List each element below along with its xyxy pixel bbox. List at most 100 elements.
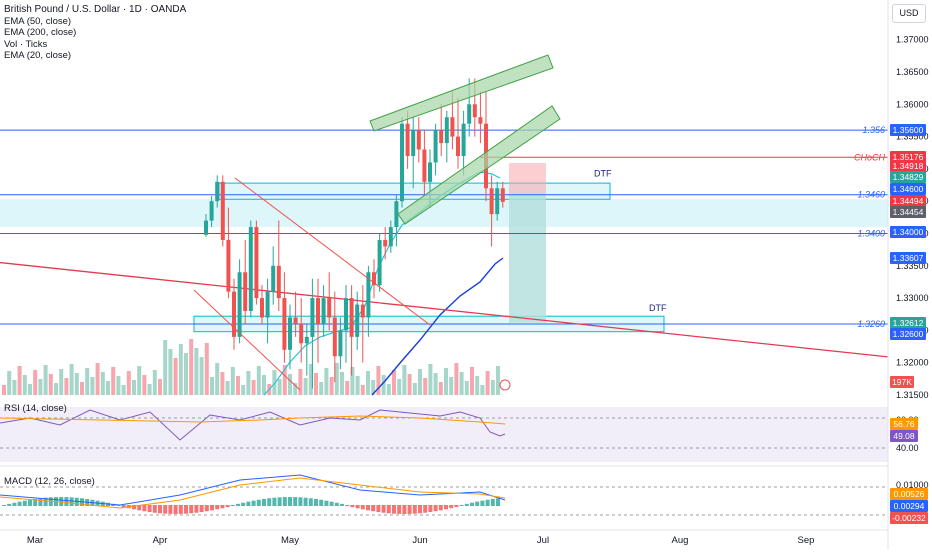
currency-button[interactable]: USD <box>892 4 926 23</box>
candle-body <box>383 239 388 247</box>
volume-bar <box>178 344 183 395</box>
zone-label-dtf-lower: DTF <box>649 303 667 313</box>
candle-body <box>338 330 343 357</box>
indicator-ema-200[interactable]: EMA (200, close) <box>4 27 77 38</box>
volume-bar <box>350 367 355 395</box>
volume-bar <box>163 340 168 395</box>
candle-body <box>360 304 365 318</box>
macd-histogram-bar <box>334 502 339 506</box>
price-badge-text: 1.34000 <box>893 227 924 237</box>
candle-body <box>461 123 466 156</box>
macd-histogram-bar <box>464 503 469 506</box>
symbol-title[interactable]: British Pound / U.S. Dollar · 1D · OANDA <box>4 4 187 15</box>
trend-line-red <box>0 261 889 358</box>
volume-bar <box>282 365 287 395</box>
volume-bar <box>381 375 386 395</box>
candle-body <box>456 136 460 156</box>
macd-histogram-bar <box>496 498 500 506</box>
volume-bar <box>288 374 292 395</box>
macd-histogram-bar <box>366 505 370 511</box>
volume-bar <box>386 384 391 395</box>
macd-histogram-bar <box>189 505 194 514</box>
price-badge <box>890 206 926 218</box>
volume-bar <box>490 380 495 395</box>
candle-body <box>428 162 432 182</box>
volume-bar <box>152 370 157 395</box>
macd-histogram-bar <box>423 505 428 513</box>
candle-body <box>271 265 276 292</box>
candle-body <box>248 227 253 312</box>
macd-histogram-bar <box>428 505 433 513</box>
price-badge <box>890 195 926 207</box>
price-badge-text: 1.32612 <box>893 318 924 328</box>
macd-histogram-bar <box>199 505 204 513</box>
price-badge <box>890 317 926 329</box>
volume-bar <box>54 383 58 395</box>
macd-histogram-bar <box>272 497 277 506</box>
volume-bar <box>48 374 53 395</box>
candle-body <box>411 130 416 156</box>
macd-histogram-bar <box>402 505 407 514</box>
macd-histogram-bar <box>490 498 495 506</box>
candle-body <box>321 298 326 324</box>
price-line-label: 1.3460 <box>857 190 885 200</box>
volume-bar <box>246 371 251 395</box>
rsi-badge <box>890 418 918 430</box>
price-badge <box>890 226 926 238</box>
volume-bar <box>397 379 402 395</box>
volume-bar <box>293 383 298 395</box>
rsi-label[interactable]: RSI (14, close) <box>4 403 67 414</box>
macd-histogram-bar <box>28 499 32 506</box>
x-tick-label: Jun <box>412 535 427 546</box>
y-tick-label: 1.36500 <box>896 67 929 77</box>
volume-bar <box>69 364 74 395</box>
volume-bar <box>251 380 256 395</box>
volume-bar <box>423 378 428 395</box>
macd-histogram-bar <box>147 505 152 513</box>
position-target-zone <box>509 194 546 323</box>
candle-body <box>500 188 505 202</box>
candle-body <box>433 130 438 163</box>
candle-body <box>489 188 494 215</box>
diagonal-line <box>193 289 301 391</box>
candle-body <box>327 298 332 318</box>
volume-bar <box>319 382 324 395</box>
macd-histogram-bar <box>355 505 360 509</box>
macd-histogram-bar <box>69 497 74 506</box>
macd-histogram-bar <box>184 505 188 514</box>
candle-body <box>344 298 348 331</box>
macd-histogram-bar <box>449 505 454 509</box>
macd-histogram-bar <box>137 505 142 511</box>
y-tick-label: 1.33000 <box>896 293 929 303</box>
volume-bar <box>90 377 95 395</box>
candles-layer <box>204 78 505 389</box>
macd-label[interactable]: MACD (12, 26, close) <box>4 476 95 487</box>
macd-histogram-bar <box>293 497 298 506</box>
macd-histogram-bar <box>204 505 209 512</box>
macd-histogram-bar <box>38 498 43 506</box>
indicator-volume[interactable]: Vol · Ticks <box>4 38 48 50</box>
candle-body <box>232 291 236 337</box>
volume-bar <box>28 384 32 395</box>
indicator-ema-20[interactable]: EMA (20, close) <box>4 50 72 61</box>
volume-bar <box>485 371 490 395</box>
volume-badge-text: 197K <box>892 377 912 387</box>
volume-bar <box>220 372 225 395</box>
y-tick-label: 1.37000 <box>896 35 929 45</box>
volume-bar <box>116 376 121 395</box>
y-tick-label: 1.36000 <box>896 99 929 109</box>
volume-bar <box>225 381 230 395</box>
macd-histogram-bar <box>371 505 376 512</box>
volume-bar <box>303 378 308 395</box>
volume-bar <box>236 376 240 395</box>
y-tick-label: 1.33500 <box>896 261 929 271</box>
zones-layer: 1.356 1.3460 1.3400 1.3260 CHoCH DTF DTF <box>0 125 888 333</box>
macd-histogram-bar <box>262 498 266 506</box>
macd-badge <box>890 512 928 524</box>
indicator-ema-50[interactable]: EMA (50, close) <box>4 15 72 27</box>
candle-body <box>260 298 264 318</box>
zone-support-band <box>0 199 888 228</box>
